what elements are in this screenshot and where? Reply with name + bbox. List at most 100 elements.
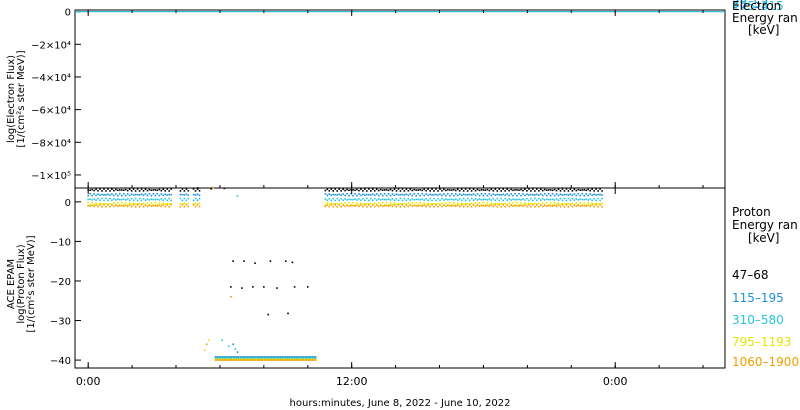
proton-point-5 [251,359,254,361]
proton-point-5 [468,204,471,206]
proton-point-5 [154,204,157,207]
proton-point-4 [445,202,447,204]
proton-point-3 [377,198,380,200]
proton-point-1 [138,190,141,192]
proton-point-5 [458,205,461,208]
proton-point-2 [274,356,277,358]
proton-point-3 [158,199,161,201]
proton-point-3 [498,199,501,202]
proton-point-2 [427,194,429,197]
proton-point-5 [297,359,299,361]
proton-point-2 [472,193,475,195]
proton-point-3 [567,197,570,200]
proton-point-2 [187,194,190,197]
proton-point-2 [541,194,544,197]
proton-point-2 [585,192,588,195]
proton-point-2 [194,194,197,196]
proton-point-5 [447,204,449,207]
proton-point-2 [246,356,248,358]
proton-point-1 [504,190,506,192]
proton-point-2 [262,356,264,358]
proton-point-4 [385,202,388,204]
proton-point-3 [249,357,252,359]
proton-point-3 [518,198,520,201]
proton-point-1 [449,189,451,191]
proton-point-2 [269,356,271,358]
proton-point-1 [595,188,597,190]
proton-point-1 [243,260,245,262]
proton-point-1 [530,190,532,192]
proton-point-5 [514,204,516,207]
proton-point-5 [385,204,388,207]
proton-point-2 [150,194,153,197]
proton-point-2 [181,193,184,196]
proton-point-5 [472,204,475,206]
proton-point-3 [124,199,127,201]
proton-point-3 [360,199,362,202]
proton-point-4 [97,203,99,206]
proton-point-1 [97,189,99,192]
proton-point-2 [520,194,522,197]
proton-point-2 [547,192,550,195]
proton-point-5 [443,204,445,207]
proton-point-5 [267,359,270,361]
proton-point-2 [543,193,546,195]
proton-point-3 [326,199,329,201]
proton-point-3 [358,198,360,200]
proton-point-3 [214,357,217,359]
proton-point-1 [583,189,586,191]
proton-point-4 [356,202,358,204]
proton-point-2 [314,356,317,358]
proton-point-2 [158,194,161,197]
proton-point-3 [387,198,390,200]
proton-point-3 [405,199,408,202]
proton-legend-title: Proton [732,205,771,219]
proton-point-3 [235,357,238,359]
proton-point-1 [443,188,445,191]
proton-point-4 [585,203,588,206]
proton-point-1 [354,189,356,192]
proton-point-1 [194,190,197,192]
proton-point-1 [494,188,497,190]
proton-point-3 [269,357,271,359]
proton-point-3 [221,339,223,342]
proton-point-1 [287,312,289,315]
proton-point-3 [281,357,284,359]
proton-point-2 [91,194,93,197]
proton-point-2 [244,356,247,358]
proton-point-1 [524,188,526,191]
proton-point-2 [421,193,423,195]
proton-point-3 [545,198,548,201]
proton-point-5 [344,205,346,208]
proton-point-1 [559,190,562,192]
proton-point-2 [256,356,259,358]
proton-point-5 [423,204,425,207]
x-tick-label: 12:00 [336,375,368,388]
proton-point-1 [136,188,139,190]
proton-point-5 [601,205,603,208]
proton-point-3 [346,199,348,201]
proton-point-5 [194,205,197,208]
proton-point-5 [120,204,123,207]
proton-point-1 [403,190,406,192]
proton-point-5 [453,204,455,207]
proton-point-3 [508,198,510,200]
proton-point-1 [407,189,410,192]
proton-point-3 [543,199,546,201]
proton-point-2 [456,194,459,197]
proton-point-3 [557,199,560,202]
proton-point-4 [549,202,552,204]
proton-point-3 [456,199,459,201]
proton-point-3 [431,199,433,202]
proton-point-1 [385,189,388,191]
proton-point-5 [375,204,378,206]
proton-point-3 [371,199,374,202]
proton-point-1 [379,188,382,191]
proton-point-1 [368,188,370,190]
proton-point-4 [326,202,329,204]
proton-point-2 [567,194,570,196]
proton-point-2 [387,193,390,195]
proton-point-3 [334,199,337,202]
proton-point-2 [470,194,473,196]
proton-point-3 [164,197,167,200]
